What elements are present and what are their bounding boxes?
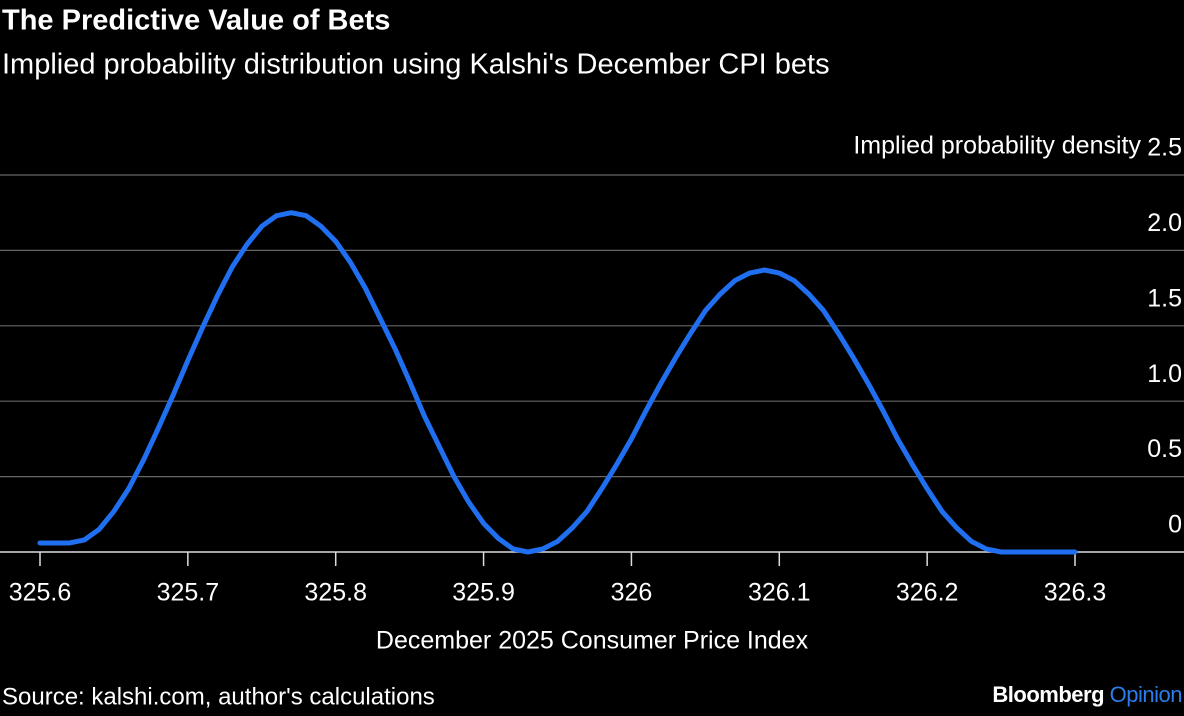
chart-title: The Predictive Value of Bets xyxy=(2,5,390,37)
y-tick-label: 1.0 xyxy=(1147,360,1182,388)
chart-subtitle: Implied probability distribution using K… xyxy=(2,49,830,81)
y-tick-label: 1.5 xyxy=(1147,284,1182,312)
source: Source: kalshi.com, author's calculation… xyxy=(2,683,435,710)
x-tick-label: 325.9 xyxy=(452,579,515,607)
x-tick-label: 326.3 xyxy=(1044,579,1107,607)
brand-tag: Opinion xyxy=(1110,682,1182,707)
x-tick-label: 326 xyxy=(611,579,653,607)
y-tick-label: 0 xyxy=(1168,511,1182,539)
x-tick-label: 325.8 xyxy=(304,579,367,607)
y-tick-label: 0.5 xyxy=(1147,435,1182,463)
y-tick-label: 2.5 xyxy=(1147,134,1182,162)
line xyxy=(37,210,1078,555)
brand-name: Bloomberg xyxy=(992,682,1104,707)
x-tick-label: 326.2 xyxy=(896,579,959,607)
y-tick-label: 2.0 xyxy=(1147,209,1182,237)
y-axis-title: Implied probability density xyxy=(853,132,1141,160)
brand: Bloomberg Opinion xyxy=(992,682,1182,707)
x-tick-label: 325.6 xyxy=(9,579,72,607)
x-tick-label: 326.1 xyxy=(748,579,811,607)
x-tick-label: 325.7 xyxy=(157,579,220,607)
x-axis-title: December 2025 Consumer Price Index xyxy=(376,627,809,655)
